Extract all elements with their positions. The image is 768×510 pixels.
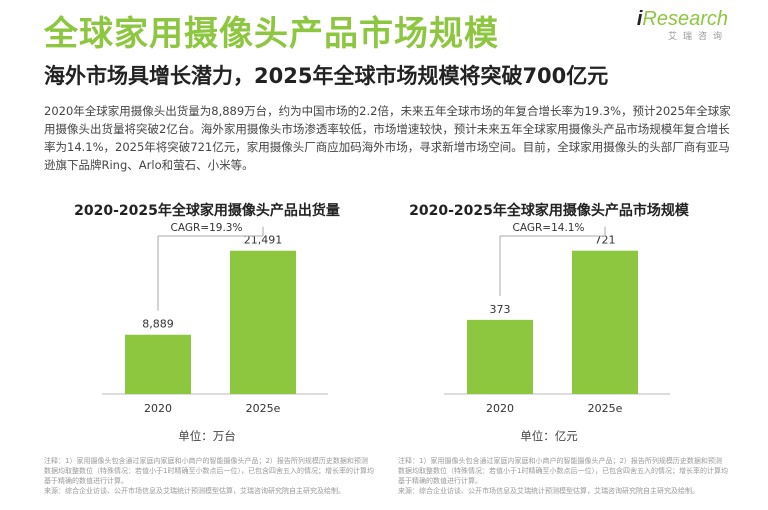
shipment-value-label-2025e: 21,491: [244, 234, 283, 247]
footnote-left-annotation: 注释：1）家用摄像头包含通过家庭内家庭和小商户的智能摄像头产品；2）报告所列规模…: [44, 457, 374, 485]
footnote-left-source: 来源：综合企业访谈、公开市场信息及艾瑞统计预测模型估算，艾瑞咨询研究院自主研究及…: [44, 487, 345, 495]
market-size-bar-2020: [467, 319, 533, 394]
shipment-chart: 8,889 2020 21,491 2025e CAGR=19.3% 2020-2025…: [42, 196, 372, 446]
page-title: 全球家用摄像头产品市场规模: [44, 14, 499, 54]
shipment-chart-title: 2020-2025年全球家用摄像头产品出货量: [74, 203, 340, 219]
market-size-chart-unit: 单位：亿元: [520, 429, 578, 443]
market-size-category-label-2020: 2020: [486, 402, 514, 415]
shipment-category-label-2020: 2020: [144, 402, 172, 415]
iresearch-logo: iResearch 艾瑞咨询: [637, 8, 728, 42]
page-subtitle: 海外市场具增长潜力，2025年全球市场规模将突破700亿元: [44, 64, 609, 88]
footnote-right: 注释：1）家用摄像头包含通过家庭内家庭和小商户的智能摄像头产品；2）报告所列规模…: [398, 456, 728, 496]
shipment-chart-unit: 单位：万台: [178, 429, 236, 443]
logo-prefix: i: [636, 8, 643, 30]
market-size-chart: 373 2020 721 2025e CAGR=14.1% 2020-2025年全球家用…: [384, 196, 714, 446]
logo-brand: Research: [642, 8, 728, 30]
market-size-value-label-2020: 373: [490, 303, 511, 316]
market-size-chart-plot: 373 2020 721 2025e CAGR=14.1%: [444, 222, 670, 415]
shipment-bar-2020: [125, 334, 191, 394]
footnote-right-annotation: 注释：1）家用摄像头包含通过家庭内家庭和小商户的智能摄像头产品；2）报告所列规模…: [398, 457, 728, 485]
footnote-left: 注释：1）家用摄像头包含通过家庭内家庭和小商户的智能摄像头产品；2）报告所列规模…: [44, 456, 374, 496]
logo-chinese: 艾瑞咨询: [667, 32, 728, 42]
shipment-cagr-label: CAGR=19.3%: [171, 222, 243, 234]
summary-paragraph: 2020年全球家用摄像头出货量为8,889万台，约为中国市场的2.2倍，未来五年…: [44, 104, 731, 172]
market-size-bar-2025e: [572, 250, 638, 394]
market-size-cagr-label: CAGR=14.1%: [513, 222, 585, 234]
market-size-value-label-2025e: 721: [595, 234, 616, 247]
shipment-bar-2025e: [230, 250, 296, 394]
footnote-right-source: 来源：综合企业访谈、公开市场信息及艾瑞统计预测模型估算，艾瑞咨询研究院自主研究及…: [398, 487, 699, 495]
market-size-chart-title: 2020-2025年全球家用摄像头产品市场规模: [409, 203, 689, 219]
shipment-chart-plot: 8,889 2020 21,491 2025e CAGR=19.3%: [102, 222, 328, 415]
shipment-value-label-2020: 8,889: [142, 318, 174, 331]
market-size-category-label-2025e: 2025e: [588, 402, 623, 415]
shipment-category-label-2025e: 2025e: [246, 402, 281, 415]
